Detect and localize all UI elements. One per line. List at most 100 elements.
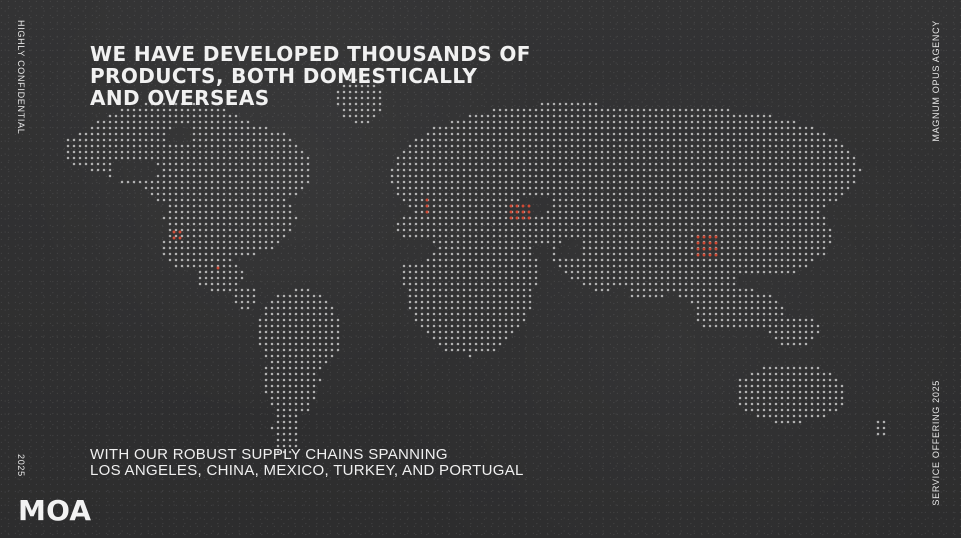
map-dot (696, 210, 700, 214)
map-dot (618, 162, 622, 166)
map-dot (576, 234, 580, 238)
map-dot (630, 210, 634, 214)
map-dot (774, 384, 778, 388)
map-dot (552, 246, 556, 250)
map-dot (642, 240, 646, 244)
map-dot (180, 120, 184, 124)
map-dot (192, 132, 196, 136)
map-dot (726, 288, 730, 292)
map-dot (402, 270, 406, 274)
highlight-china-dot (708, 241, 712, 245)
map-dot (120, 138, 124, 142)
map-dot (756, 138, 760, 142)
map-dot (678, 150, 682, 154)
map-dot (252, 216, 256, 220)
map-dot (480, 324, 484, 328)
map-dot (660, 264, 664, 268)
map-dot (258, 138, 262, 142)
map-dot (678, 240, 682, 244)
map-dot (804, 192, 808, 196)
map-dot (216, 114, 220, 118)
map-dot (450, 144, 454, 148)
map-dot (222, 282, 226, 286)
map-dot (774, 120, 778, 124)
map-dot (282, 402, 286, 406)
map-dot (282, 132, 286, 136)
map-dot (840, 144, 844, 148)
map-dot (690, 192, 694, 196)
map-dot (504, 150, 508, 154)
map-dot (150, 156, 154, 160)
map-dot (702, 306, 706, 310)
map-dot (600, 204, 604, 208)
map-dot (636, 132, 640, 136)
map-dot (288, 330, 292, 334)
map-dot (300, 168, 304, 172)
map-dot (780, 246, 784, 250)
map-dot (480, 288, 484, 292)
map-dot (804, 132, 808, 136)
map-dot (396, 186, 400, 190)
map-dot (828, 144, 832, 148)
map-dot (498, 120, 502, 124)
map-dot (312, 300, 316, 304)
map-dot (480, 210, 484, 214)
map-dot (72, 144, 76, 148)
map-dot (408, 198, 412, 202)
map-dot (240, 204, 244, 208)
map-dot (240, 306, 244, 310)
map-dot (528, 252, 532, 256)
map-dot (732, 198, 736, 202)
map-dot (90, 150, 94, 154)
map-dot (474, 240, 478, 244)
map-dot (234, 186, 238, 190)
map-dot (504, 180, 508, 184)
map-dot (276, 378, 280, 382)
map-dot (480, 240, 484, 244)
map-dot (708, 306, 712, 310)
map-dot (618, 174, 622, 178)
map-dot (240, 276, 244, 280)
map-dot (702, 318, 706, 322)
map-dot (180, 216, 184, 220)
map-dot (252, 240, 256, 244)
map-dot (288, 174, 292, 178)
map-dot (660, 180, 664, 184)
map-dot (498, 168, 502, 172)
map-dot (450, 342, 454, 346)
map-dot (294, 312, 298, 316)
map-dot (396, 162, 400, 166)
map-dot (876, 420, 880, 424)
map-dot (534, 216, 538, 220)
map-dot (744, 126, 748, 130)
map-dot (486, 318, 490, 322)
map-dot (768, 138, 772, 142)
map-dot (174, 246, 178, 250)
map-dot (222, 252, 226, 256)
map-dot (276, 132, 280, 136)
map-dot (168, 234, 172, 238)
map-dot (558, 228, 562, 232)
map-dot (714, 144, 718, 148)
map-dot (768, 372, 772, 376)
map-dot (714, 180, 718, 184)
map-dot (528, 126, 532, 130)
map-dot (672, 138, 676, 142)
map-dot (420, 174, 424, 178)
map-dot (294, 378, 298, 382)
map-dot (540, 102, 544, 106)
map-dot (540, 192, 544, 196)
map-dot (150, 144, 154, 148)
map-dot (726, 150, 730, 154)
map-dot (534, 258, 538, 262)
map-dot (816, 162, 820, 166)
map-dot (744, 312, 748, 316)
map-dot (702, 120, 706, 124)
map-dot (366, 90, 370, 94)
map-dot (168, 150, 172, 154)
map-dot (306, 402, 310, 406)
map-dot (564, 210, 568, 214)
map-dot (492, 216, 496, 220)
map-dot (600, 240, 604, 244)
map-dot (828, 384, 832, 388)
